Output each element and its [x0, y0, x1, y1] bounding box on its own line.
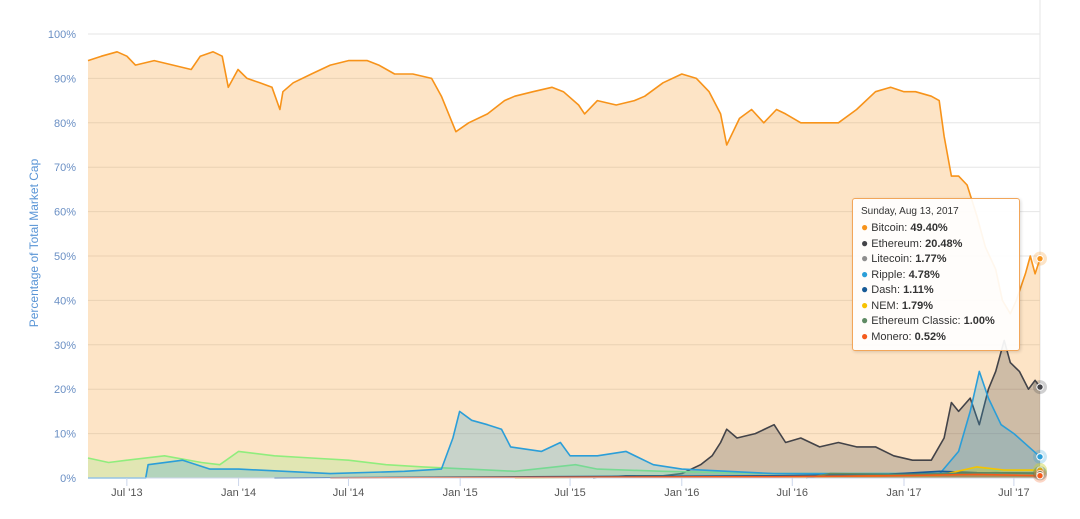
monero-line	[330, 473, 1041, 479]
tooltip-row: ● NEM: 1.79%	[861, 298, 1011, 314]
legend-dot-icon: ●	[861, 220, 869, 234]
y-tick-label: 0%	[60, 473, 76, 485]
tooltip-series-name: Litecoin	[871, 253, 910, 265]
x-tick-label: Jan '17	[886, 487, 921, 499]
y-tick-label: 70%	[54, 162, 76, 174]
tooltip-row: ● Litecoin: 1.77%	[861, 251, 1011, 267]
tooltip-series-name: Ethereum	[871, 237, 919, 250]
bitcoin-area	[88, 51, 1040, 479]
ripple-line	[88, 370, 1041, 479]
tooltip: Sunday, Aug 13, 2017 ● Bitcoin: 49.40% ● Et…	[852, 198, 1020, 351]
tooltip-separator: :	[957, 315, 964, 327]
tooltip-separator: :	[895, 299, 902, 312]
tooltip-row: ● Bitcoin: 49.40%	[861, 220, 1011, 236]
y-tick-label: 30%	[54, 340, 76, 352]
tooltip-series-value: 0.52%	[914, 330, 946, 343]
tooltip-row: ● Ripple: 4.78%	[861, 267, 1011, 283]
ripple-area	[88, 371, 1040, 478]
y-tick-label: 60%	[54, 207, 76, 219]
tooltip-series-value: 1.11%	[903, 284, 934, 296]
tooltip-series-name: NEM	[871, 299, 896, 312]
tooltip-separator: :	[918, 237, 926, 250]
ethereum-classic-line	[806, 471, 1041, 479]
tooltip-separator: :	[904, 222, 911, 234]
y-tick-label: 50%	[54, 251, 76, 263]
gridlines	[88, 0, 1041, 479]
x-tick-label: Jul '17	[998, 487, 1029, 499]
tooltip-separator: :	[902, 268, 909, 281]
axes: 0% 10% 20% 30% 40% 50% 60% 70% 80% 90% 100% Jul '13…	[48, 29, 1040, 499]
nem-area	[514, 466, 1040, 478]
tooltip-row: ● Dash: 1.11%	[861, 282, 1011, 298]
tooltip-separator: :	[909, 253, 916, 265]
series-end-markers	[1033, 251, 1047, 483]
tooltip-series-value: 4.78%	[908, 268, 940, 281]
monero-area	[330, 474, 1040, 478]
y-axis-title: Percentage of Total Market Cap	[27, 158, 41, 327]
x-tick-label: Jul '14	[333, 487, 364, 499]
legend-dot-icon: ●	[861, 266, 869, 281]
bitcoin-line	[87, 51, 1041, 315]
tooltip-series-name: Ethereum Classic	[871, 315, 958, 327]
y-tick-label: 100%	[48, 29, 76, 41]
x-tick-label: Jan '16	[664, 487, 699, 499]
tooltip-series-name: Bitcoin	[871, 222, 905, 234]
bitcoin-end-marker	[1036, 254, 1044, 263]
tooltip-row: ● Monero: 0.52%	[861, 329, 1011, 345]
tooltip-series-value: 1.77%	[915, 253, 947, 265]
x-tick-label: Jan '14	[221, 487, 256, 499]
legend-dot-icon: ●	[861, 313, 869, 327]
x-tick-label: Jan '15	[443, 487, 478, 499]
tooltip-separator: :	[908, 330, 915, 343]
x-tick-label: Jul '16	[777, 487, 808, 499]
ripple-end-marker	[1036, 453, 1044, 461]
tooltip-row: ● Ethereum Classic: 1.00%	[861, 313, 1011, 329]
y-tick-label: 80%	[54, 118, 76, 130]
legend-dot-icon: ●	[861, 235, 869, 250]
tooltip-series-name: Ripple	[871, 268, 903, 281]
tooltip-series-value: 1.79%	[901, 299, 934, 312]
tooltip-separator: :	[896, 284, 904, 296]
legend-dot-icon: ●	[861, 297, 869, 312]
legend-dot-icon: ●	[861, 282, 869, 296]
litecoin-area	[88, 451, 1040, 478]
y-tick-label: 40%	[54, 295, 76, 307]
tooltip-rows: ● Bitcoin: 49.40% ● Ethereum: 20.48% ● Liteco…	[861, 220, 1011, 344]
tooltip-series-name: Monero	[871, 330, 909, 343]
y-tick-label: 20%	[54, 384, 76, 396]
tooltip-series-value: 1.00%	[963, 315, 995, 327]
legend-dot-icon: ●	[861, 328, 869, 343]
x-tick-label: Jul '13	[111, 487, 142, 499]
tooltip-date: Sunday, Aug 13, 2017	[861, 206, 959, 217]
tooltip-row: ● Ethereum: 20.48%	[861, 236, 1011, 252]
y-tick-label: 90%	[54, 73, 76, 85]
legend-dot-icon: ●	[861, 251, 869, 265]
tooltip-series-value: 20.48%	[925, 237, 963, 250]
series-areas	[87, 51, 1041, 479]
y-tick-label: 10%	[54, 429, 76, 441]
x-tick-label: Jul '15	[554, 487, 585, 499]
monero-end-marker	[1036, 471, 1044, 480]
tooltip-series-name: Dash	[871, 284, 897, 296]
ethereum-end-marker	[1036, 383, 1044, 391]
tooltip-series-value: 49.40%	[910, 222, 948, 234]
